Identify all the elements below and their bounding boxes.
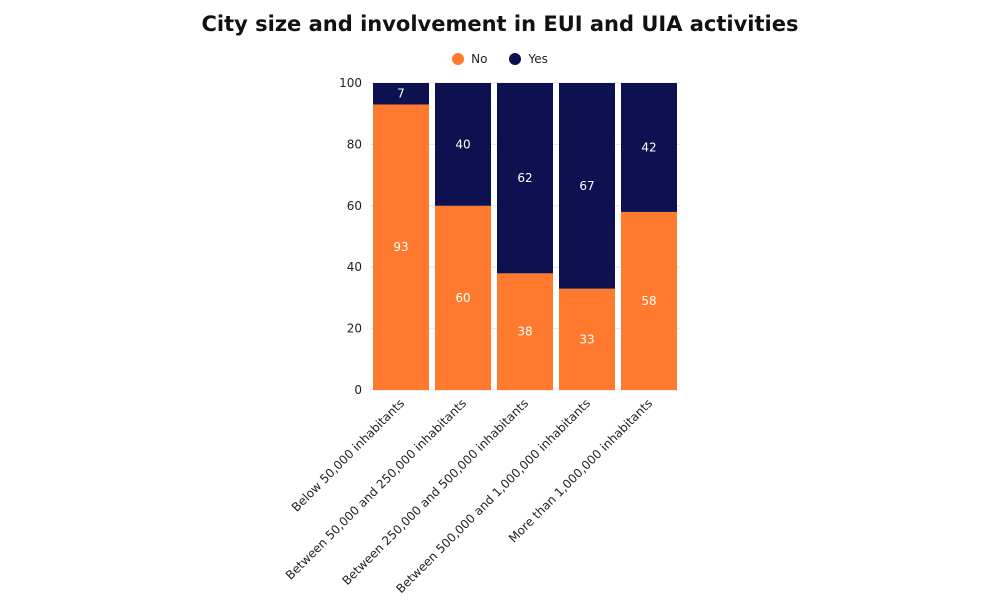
bar-value-label: 40 [455, 137, 470, 151]
bar-yes [435, 83, 491, 206]
bar-value-label: 42 [641, 140, 656, 154]
y-tick-label: 80 [347, 137, 362, 151]
bar-value-label: 67 [579, 179, 594, 193]
bar-value-label: 62 [517, 171, 532, 185]
bar-value-label: 33 [579, 332, 594, 346]
bar-value-label: 93 [393, 240, 408, 254]
legend-item-yes[interactable]: Yes [509, 52, 548, 66]
x-category-label: Below 50,000 inhabitants [289, 396, 407, 514]
y-tick-label: 100 [339, 76, 362, 90]
bar-yes [621, 83, 677, 212]
bar-no [497, 273, 553, 390]
y-tick-label: 60 [347, 199, 362, 213]
legend-label-yes: Yes [528, 52, 548, 66]
bar-yes [373, 83, 429, 105]
bar-value-label: 7 [397, 87, 405, 101]
bar-value-label: 38 [517, 325, 532, 339]
legend-item-no[interactable]: No [452, 52, 487, 66]
bar-yes [559, 83, 615, 289]
legend-label-no: No [471, 52, 488, 66]
legend-swatch-no [452, 53, 465, 65]
chart-title: City size and involvement in EUI and UIA… [201, 12, 799, 36]
y-tick-label: 20 [347, 322, 362, 336]
y-tick-label: 0 [354, 383, 362, 397]
bar-no [435, 205, 491, 390]
y-tick-label: 40 [347, 260, 362, 274]
bar-yes [497, 83, 553, 274]
bar-no [559, 288, 615, 390]
bar-value-label: 60 [455, 291, 470, 305]
bar-no [621, 211, 677, 390]
bar-no [373, 104, 429, 391]
legend-swatch-yes [509, 53, 522, 65]
bar-value-label: 58 [641, 294, 656, 308]
legend: No Yes [0, 52, 1000, 66]
